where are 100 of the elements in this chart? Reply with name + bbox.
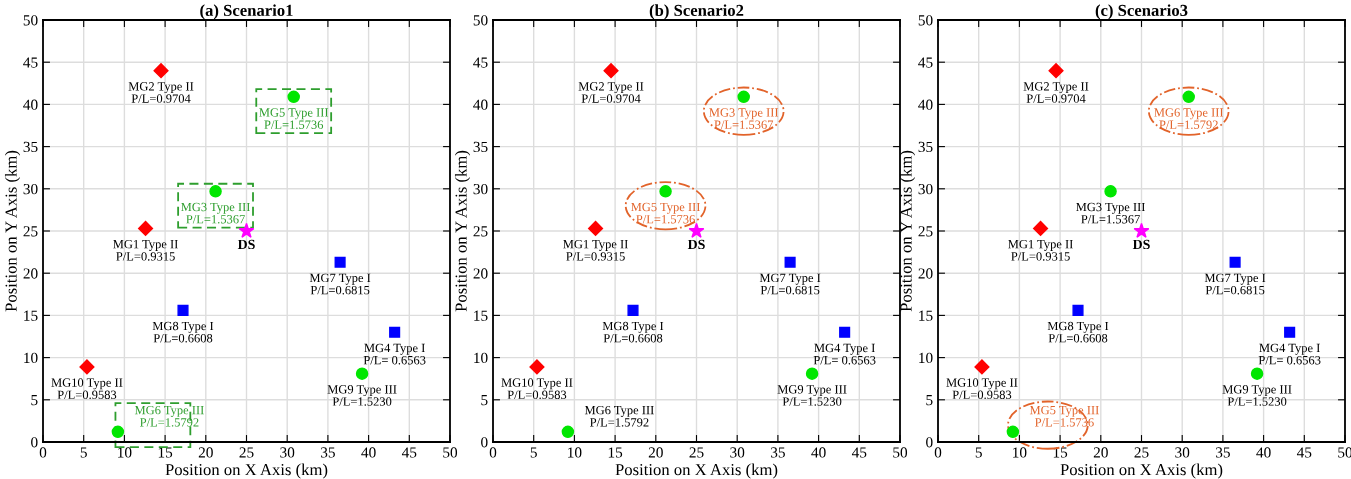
x-axis-title: Position on X Axis (km) [615, 463, 778, 479]
annotation: MG2 Type II P/L=0.9704 [578, 82, 644, 103]
y-tick-label: 5 [481, 395, 488, 406]
annotation: MG6 Type III P/L=1.5792 [584, 405, 654, 427]
annotation: MG1 Type II P/L=0.9315 [113, 239, 178, 261]
x-tick-label: 15 [608, 447, 623, 458]
chart-title: (a) Scenario1 [200, 4, 293, 20]
point [561, 425, 575, 439]
point [603, 63, 619, 79]
point [389, 326, 401, 338]
annotation: MG5 Type III P/L=1.5736 [631, 202, 700, 224]
chart-title: (c) Scenario3 [1095, 4, 1188, 20]
x-tick-label: 35 [770, 447, 785, 458]
point [1048, 63, 1064, 79]
point [839, 326, 851, 338]
y-tick-label: 50 [23, 15, 38, 26]
annotation: MG10 Type II P/L=0.9583 [51, 378, 123, 400]
x-tick-label: 10 [1013, 447, 1027, 458]
y-tick-label: 5 [926, 395, 933, 406]
annotation: MG6 Type III P/L=1.5792 [134, 405, 204, 427]
x-tick-label: 40 [1256, 447, 1271, 458]
annotation: MG6 Type III P/L=1.5792 [1154, 108, 1224, 129]
point [238, 222, 255, 238]
y-tick-label: 50 [473, 15, 488, 26]
x-tick-label: 0 [934, 447, 942, 458]
point [153, 63, 169, 79]
y-axis-title: Position on Y Axis (km) [454, 150, 471, 312]
y-tick-label: 40 [23, 99, 38, 110]
point [1250, 367, 1264, 380]
x-tick-label: 50 [893, 447, 908, 458]
annotation: MG9 Type III P/L=1.5230 [777, 385, 847, 406]
point [209, 185, 222, 198]
point [1032, 220, 1049, 237]
point [1284, 326, 1296, 338]
x-tick-label: 25 [1134, 447, 1149, 458]
y-tick-label: 0 [481, 437, 488, 448]
point [355, 367, 369, 380]
y-tick-label: 45 [23, 57, 38, 68]
annotation: MG7 Type I P/L=0.6815 [309, 273, 371, 295]
series-label: DS [1132, 239, 1150, 250]
y-tick-label: 45 [918, 57, 933, 68]
point [529, 359, 545, 375]
x-tick-label: 40 [811, 447, 826, 458]
point [974, 359, 990, 375]
annotation: MG7 Type I P/L=0.6815 [759, 273, 821, 295]
x-tick-label: 10 [118, 447, 132, 458]
series-label: DS [237, 239, 255, 250]
y-tick-label: 40 [473, 99, 488, 110]
annotation: MG4 Type I P/L= 0.6563 [813, 343, 876, 365]
point [111, 425, 125, 439]
point [659, 185, 672, 198]
y-tick-label: 0 [31, 437, 38, 448]
annotation: MG3 Type III P/L=1.5367 [1076, 202, 1145, 224]
x-tick-label: 35 [1215, 447, 1230, 458]
annotation: MG5 Type III P/L=1.5736 [1029, 405, 1099, 427]
point [334, 256, 346, 268]
x-tick-label: 20 [648, 447, 663, 458]
x-tick-label: 5 [530, 447, 537, 458]
point [1104, 185, 1117, 198]
x-tick-label: 40 [361, 447, 376, 458]
x-tick-label: 45 [851, 447, 867, 458]
y-tick-label: 5 [31, 395, 38, 406]
x-tick-label: 20 [198, 447, 213, 458]
y-tick-label: 15 [919, 310, 933, 321]
annotation: MG8 Type I P/L=0.6608 [1047, 321, 1109, 343]
x-tick-label: 30 [1175, 447, 1190, 458]
point [177, 304, 189, 316]
y-tick-label: 10 [474, 352, 488, 364]
y-axis-title: Position on Y Axis (km) [4, 150, 21, 312]
x-tick-label: 25 [689, 447, 704, 458]
annotation: MG3 Type III P/L=1.5367 [709, 108, 779, 129]
y-tick-label: 25 [473, 226, 488, 237]
x-tick-label: 30 [280, 447, 295, 458]
annotation: MG4 Type I P/L= 0.6563 [363, 343, 426, 365]
y-tick-label: 30 [23, 183, 38, 195]
y-tick-label: 25 [918, 226, 933, 237]
annotation: MG9 Type III P/L=1.5230 [1222, 385, 1292, 406]
point [1006, 425, 1020, 439]
x-tick-label: 45 [401, 447, 417, 458]
y-tick-label: 35 [23, 141, 38, 153]
x-tick-label: 5 [975, 447, 982, 458]
point [1072, 304, 1084, 316]
y-tick-label: 30 [918, 183, 933, 195]
annotation: MG9 Type III P/L=1.5230 [327, 385, 397, 406]
x-tick-label: 10 [568, 447, 582, 458]
point [137, 220, 154, 237]
y-axis-title: Position on Y Axis (km) [899, 150, 916, 312]
x-tick-label: 5 [80, 447, 87, 458]
y-tick-label: 15 [474, 310, 488, 321]
point [79, 359, 95, 375]
y-tick-label: 45 [473, 57, 488, 68]
annotation: MG3 Type III P/L=1.5367 [181, 202, 250, 224]
x-tick-label: 15 [158, 447, 173, 458]
y-tick-label: 10 [919, 352, 933, 364]
x-tick-label: 0 [39, 447, 47, 458]
x-tick-label: 25 [239, 447, 254, 458]
y-tick-label: 50 [918, 15, 933, 26]
point [1133, 222, 1150, 238]
y-tick-label: 40 [918, 99, 933, 110]
point [1182, 90, 1195, 104]
